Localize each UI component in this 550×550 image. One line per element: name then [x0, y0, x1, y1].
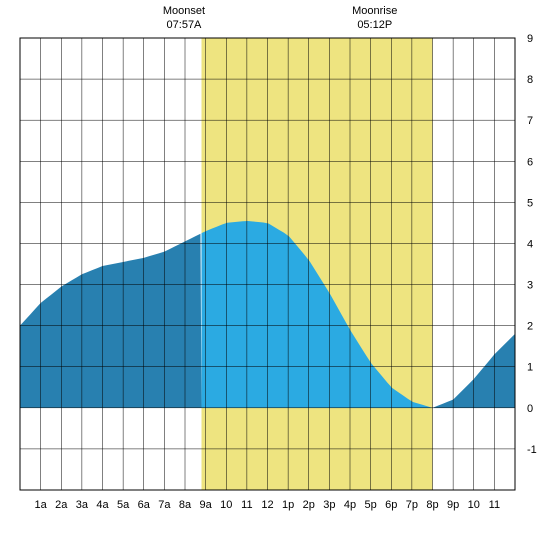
y-tick-label: 7	[527, 115, 533, 127]
x-tick-label: 7a	[158, 499, 171, 511]
moonrise-time: 05:12P	[357, 19, 392, 31]
y-tick-label: 3	[527, 280, 533, 292]
x-tick-label: 6a	[138, 499, 151, 511]
x-tick-label: 3p	[323, 499, 335, 511]
y-tick-label: 9	[527, 33, 533, 45]
x-tick-label: 5p	[365, 499, 377, 511]
y-tick-label: 4	[527, 238, 533, 250]
x-tick-label: 9a	[200, 499, 213, 511]
chart-svg: 1a2a3a4a5a6a7a8a9a1011121p2p3p4p5p6p7p8p…	[0, 0, 550, 550]
x-tick-label: 8a	[179, 499, 192, 511]
x-tick-label: 10	[220, 499, 232, 511]
x-tick-label: 3a	[76, 499, 89, 511]
x-tick-label: 6p	[385, 499, 397, 511]
tide-area	[20, 234, 202, 408]
x-tick-label: 1a	[35, 499, 48, 511]
moonset-label: Moonset	[163, 5, 205, 17]
y-tick-label: 8	[527, 74, 533, 86]
x-tick-label: 12	[261, 499, 273, 511]
x-tick-label: 9p	[447, 499, 459, 511]
x-tick-label: 2p	[303, 499, 315, 511]
y-tick-label: 0	[527, 403, 533, 415]
tide-chart: 1a2a3a4a5a6a7a8a9a1011121p2p3p4p5p6p7p8p…	[0, 0, 550, 550]
x-tick-label: 10	[468, 499, 480, 511]
y-tick-label: 5	[527, 197, 533, 209]
moonset-time: 07:57A	[167, 19, 203, 31]
x-tick-label: 2a	[55, 499, 68, 511]
x-tick-label: 7p	[406, 499, 418, 511]
x-tick-label: 1p	[282, 499, 294, 511]
x-tick-label: 11	[489, 499, 500, 511]
y-tick-label: 2	[527, 321, 533, 333]
y-tick-label: 1	[527, 362, 533, 374]
moonrise-label: Moonrise	[352, 5, 397, 17]
x-tick-label: 8p	[426, 499, 438, 511]
x-tick-label: 4p	[344, 499, 356, 511]
y-tick-label: -1	[527, 444, 537, 456]
x-tick-label: 4a	[96, 499, 109, 511]
y-tick-label: 6	[527, 156, 533, 168]
x-tick-label: 5a	[117, 499, 130, 511]
x-tick-label: 11	[241, 499, 252, 511]
